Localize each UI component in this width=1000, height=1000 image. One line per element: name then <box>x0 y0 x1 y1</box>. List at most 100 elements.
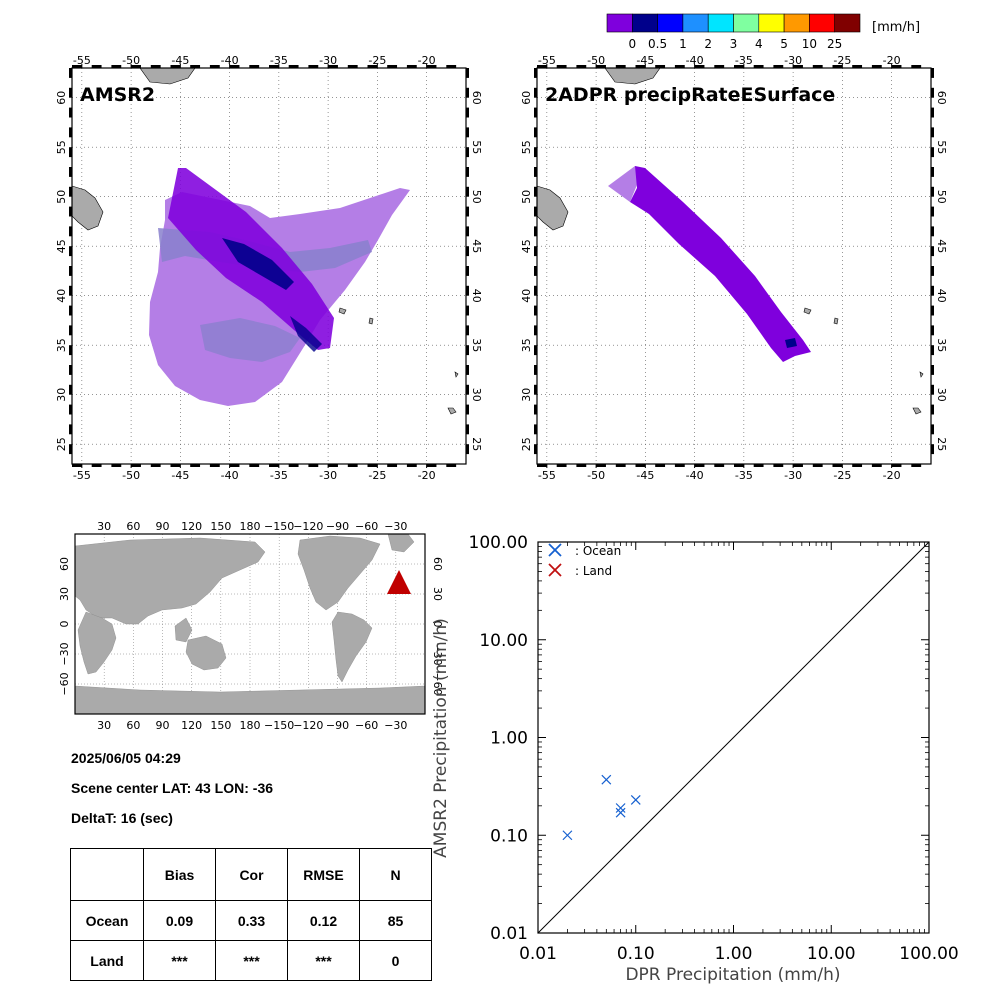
lon-tick-label: -55 <box>73 54 91 67</box>
lon-tick-label: -20 <box>883 469 901 482</box>
globe-lat-label: 30 <box>58 587 71 601</box>
scatter-point <box>615 803 626 813</box>
globe-lat-label: −30 <box>58 642 71 665</box>
lon-tick-label: -40 <box>686 54 704 67</box>
amsr2-map: -55 -55 -50 -50 -45 -45 -40 -40 -35 -35 -30 -30 -25 -… <box>55 54 483 482</box>
colorbar-tick-label: 2 <box>704 37 712 51</box>
colorbar-tick-label: 4 <box>755 37 763 51</box>
y-tick-label: 100.00 <box>469 533 528 553</box>
lon-tick-label: -20 <box>418 469 436 482</box>
lat-tick-label: 30 <box>520 388 533 402</box>
scatter-point <box>615 807 626 818</box>
lon-tick-label: -55 <box>73 469 91 482</box>
lat-tick-label: 25 <box>470 437 483 451</box>
lon-tick-label: -45 <box>636 54 654 67</box>
colorbar-unit: [mm/h] <box>872 20 920 35</box>
colorbar-tick-label: 10 <box>802 37 817 51</box>
scene-location-marker <box>387 570 411 594</box>
scene-center: Scene center LAT: 43 LON: -36 <box>71 780 274 796</box>
globe-lon-label: −120 <box>293 520 323 533</box>
lat-tick-label: 60 <box>470 91 483 105</box>
globe-lat-label: −60 <box>58 672 71 695</box>
legend-label: : Land <box>575 564 612 578</box>
lat-tick-label: 55 <box>470 140 483 154</box>
x-axis-label: DPR Precipitation (mm/h) <box>625 965 840 985</box>
stats-cell: 0.09 <box>143 900 216 941</box>
globe-lon-label: 120 <box>181 719 202 732</box>
lon-tick-label: -35 <box>270 54 288 67</box>
globe-lon-label: 180 <box>240 719 261 732</box>
stats-row-land: Land *** *** *** 0 <box>70 940 432 981</box>
stats-header-row: Bias Cor RMSE N <box>70 848 432 901</box>
colorbar-tick-label: 0 <box>628 37 636 51</box>
globe-lon-label: 180 <box>240 520 261 533</box>
map-title: 2ADPR precipRateESurface <box>545 84 835 106</box>
lat-tick-label: 45 <box>935 239 948 253</box>
lat-tick-label: 45 <box>55 239 68 253</box>
stats-header-empty <box>70 848 144 901</box>
lon-tick-label: -45 <box>636 469 654 482</box>
lat-tick-label: 60 <box>935 91 948 105</box>
globe-lat-label: 0 <box>431 621 444 628</box>
stats-cell: 0.12 <box>287 900 360 941</box>
stats-header-cor: Cor <box>215 848 288 901</box>
lat-tick-label: 50 <box>935 190 948 204</box>
global-locator-map: 303060609090120120150150180180−150−150−1… <box>58 520 444 732</box>
globe-lon-label: −60 <box>355 719 378 732</box>
stats-row-ocean: Ocean 0.09 0.33 0.12 85 <box>70 900 432 941</box>
lon-tick-label: -40 <box>221 54 239 67</box>
globe-lon-label: 60 <box>126 719 140 732</box>
lat-tick-label: 25 <box>55 437 68 451</box>
lon-tick-label: -45 <box>171 469 189 482</box>
lat-tick-label: 40 <box>935 289 948 303</box>
colorbar-tick-label: 1 <box>679 37 687 51</box>
globe-lon-label: −30 <box>384 719 407 732</box>
lon-tick-label: -25 <box>833 54 851 67</box>
lat-tick-label: 50 <box>470 190 483 204</box>
lon-tick-label: -35 <box>735 469 753 482</box>
globe-lat-label: 0 <box>58 621 71 628</box>
lon-tick-label: -45 <box>171 54 189 67</box>
datetime: 2025/06/05 04:29 <box>71 750 181 766</box>
one-to-one-line <box>537 541 930 934</box>
lat-tick-label: 40 <box>55 289 68 303</box>
lon-tick-label: -50 <box>587 469 605 482</box>
y-tick-label: 0.01 <box>490 924 528 944</box>
x-tick-label: 0.10 <box>617 944 655 964</box>
delta-t: DeltaT: 16 (sec) <box>71 810 173 826</box>
stats-row-label: Land <box>70 940 144 981</box>
x-tick-label: 1.00 <box>715 944 753 964</box>
legend-label: : Ocean <box>575 544 621 558</box>
y-tick-label: 1.00 <box>490 729 528 749</box>
lon-tick-label: -30 <box>784 469 802 482</box>
x-tick-label: 10.00 <box>807 944 856 964</box>
dpr-map: -55 -55 -50 -50 -45 -45 -40 -40 -35 -35 -30 -30 -25 -… <box>520 54 948 482</box>
globe-lon-label: 90 <box>156 719 170 732</box>
colorbar-tick-label: 3 <box>730 37 738 51</box>
globe-lon-label: −150 <box>264 520 294 533</box>
globe-lon-label: 150 <box>210 520 231 533</box>
globe-lat-label: −60 <box>431 672 444 695</box>
globe-lon-label: 60 <box>126 520 140 533</box>
y-tick-label: 10.00 <box>479 631 528 651</box>
globe-lat-label: 60 <box>58 557 71 571</box>
globe-lon-label: −120 <box>293 719 323 732</box>
colorbar-tick-label: 0.5 <box>648 37 667 51</box>
globe-lon-label: 90 <box>156 520 170 533</box>
x-tick-label: 100.00 <box>899 944 958 964</box>
scatter-plot: 0.010.01 0.10 0.10 1.00 1.00 10.00 10.00 100.00… <box>431 533 959 985</box>
lon-tick-label: -20 <box>418 54 436 67</box>
legend-marker <box>548 543 562 557</box>
stats-header-rmse: RMSE <box>287 848 360 901</box>
globe-lon-label: 30 <box>97 520 111 533</box>
lat-tick-label: 50 <box>55 190 68 204</box>
scatter-point <box>601 774 612 785</box>
colorbar-tick-label: 5 <box>780 37 788 51</box>
lon-tick-label: -30 <box>784 54 802 67</box>
lon-tick-label: -50 <box>122 54 140 67</box>
lon-tick-label: -30 <box>319 469 337 482</box>
lon-tick-label: -50 <box>587 54 605 67</box>
stats-table: Bias Cor RMSE N Ocean 0.09 0.33 0.12 85 … <box>70 848 432 981</box>
lon-tick-label: -35 <box>270 469 288 482</box>
lon-tick-label: -30 <box>319 54 337 67</box>
